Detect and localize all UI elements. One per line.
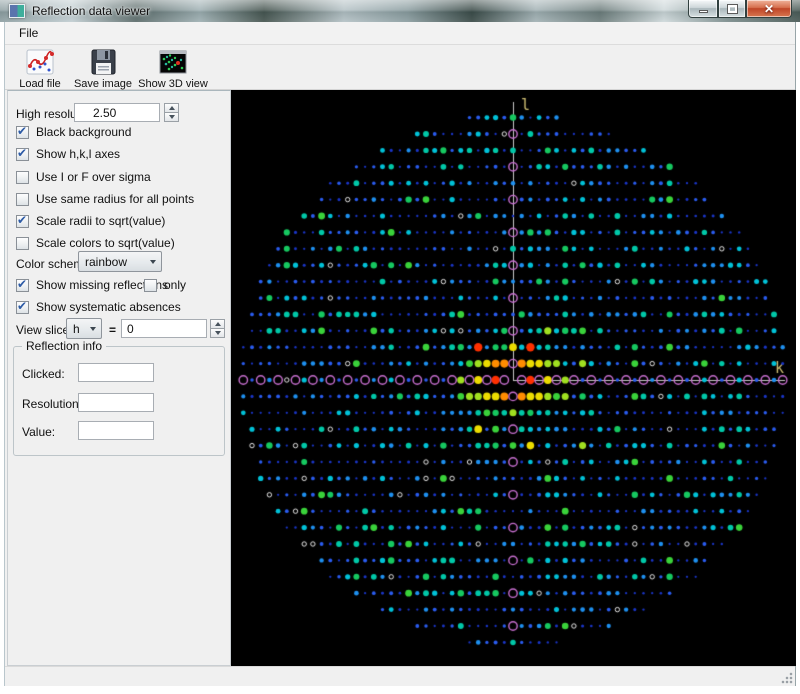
black-background-checkbox[interactable] <box>16 124 29 139</box>
show-3d-view-button[interactable]: Show 3D view <box>137 46 209 90</box>
i-over-sigma-checkbox[interactable] <box>16 170 29 184</box>
save-image-icon <box>91 49 116 75</box>
spinner-down-icon[interactable] <box>210 329 225 338</box>
color-scheme-select[interactable]: rainbow <box>78 251 162 272</box>
spinner-down-icon[interactable] <box>164 113 179 122</box>
menu-item-file[interactable]: File <box>19 26 39 40</box>
close-icon: ✕ <box>763 1 775 16</box>
color-scheme-value: rainbow <box>85 254 128 269</box>
maximize-button[interactable] <box>718 0 746 18</box>
scale-radii-label: Scale radii to sqrt(value) <box>36 214 166 228</box>
load-file-label: Load file <box>19 78 61 90</box>
chevron-down-icon <box>150 260 156 264</box>
spinner-up-icon[interactable] <box>164 103 179 113</box>
view-slice-axis-value: h <box>73 321 80 336</box>
black-background-label: Black background <box>36 125 132 139</box>
checkbox-show-hkl-axes[interactable]: Show h,k,l axes <box>16 146 120 162</box>
toolbar: Load file Save image <box>5 45 795 90</box>
value-input[interactable] <box>78 421 154 440</box>
menu-bar: File <box>5 22 795 45</box>
app-icon <box>9 4 25 18</box>
window-title: Reflection data viewer <box>32 4 151 18</box>
missing-only-label: only <box>164 278 187 292</box>
show-hkl-axes-label: Show h,k,l axes <box>36 147 121 161</box>
show-absences-checkbox[interactable] <box>16 299 29 314</box>
equals-label: = <box>109 323 117 337</box>
spinner-up-icon[interactable] <box>210 319 225 329</box>
checkbox-scale-radii[interactable]: Scale radii to sqrt(value) <box>16 213 165 229</box>
minimize-button[interactable] <box>688 0 718 18</box>
reflection-info-title: Reflection info <box>22 339 107 353</box>
checkbox-scale-colors[interactable]: Scale colors to sqrt(value) <box>16 235 175 251</box>
chevron-down-icon <box>90 327 96 331</box>
scale-colors-checkbox[interactable] <box>16 236 29 250</box>
same-radius-label: Use same radius for all points <box>36 192 195 206</box>
i-over-sigma-label: Use I or F over sigma <box>36 170 151 184</box>
close-button[interactable]: ✕ <box>746 0 792 18</box>
control-panel: High resolution: Black background Show h… <box>7 90 231 666</box>
high-resolution-input[interactable] <box>74 103 160 122</box>
load-file-button[interactable]: Load file <box>11 46 69 90</box>
view-slice-axis-select[interactable]: h <box>66 318 102 339</box>
save-image-label: Save image <box>73 78 133 90</box>
show-3d-view-icon <box>159 50 187 74</box>
checkbox-show-missing[interactable]: Show missing reflections <box>16 277 168 293</box>
reflection-plot-canvas[interactable] <box>231 90 796 666</box>
show-missing-label: Show missing reflections <box>36 278 169 292</box>
view-slice-label: View slice: <box>16 323 73 337</box>
value-label: Value: <box>22 425 56 439</box>
maximize-icon <box>726 3 738 14</box>
status-bar <box>5 666 795 686</box>
minimize-icon <box>698 10 708 13</box>
resize-grip[interactable] <box>781 672 793 684</box>
checkbox-missing-only[interactable]: only <box>144 277 186 293</box>
resolution-label: Resolution: <box>22 397 83 411</box>
color-scheme-label: Color scheme: <box>16 257 94 271</box>
checkbox-same-radius[interactable]: Use same radius for all points <box>16 191 194 207</box>
show-missing-checkbox[interactable] <box>16 277 29 292</box>
reflection-info-group: Reflection info Clicked: Resolution: Val… <box>13 339 225 456</box>
resolution-input[interactable] <box>78 393 154 412</box>
show-absences-label: Show systematic absences <box>36 300 181 314</box>
load-file-icon <box>26 49 54 75</box>
view-slice-spinner[interactable] <box>210 319 225 338</box>
same-radius-checkbox[interactable] <box>16 192 29 206</box>
high-resolution-spinner[interactable] <box>164 103 179 122</box>
missing-only-checkbox[interactable] <box>144 278 157 292</box>
client-area: File Load file <box>4 22 796 686</box>
reflection-plot <box>231 90 796 666</box>
clicked-label: Clicked: <box>22 367 65 381</box>
show-hkl-axes-checkbox[interactable] <box>16 146 29 161</box>
checkbox-black-background[interactable]: Black background <box>16 124 131 140</box>
checkbox-show-absences[interactable]: Show systematic absences <box>16 299 181 315</box>
show-3d-view-label: Show 3D view <box>138 78 208 90</box>
window-titlebar[interactable]: Reflection data viewer ✕ <box>0 0 800 22</box>
view-slice-value-input[interactable] <box>121 319 207 338</box>
clicked-input[interactable] <box>78 363 154 382</box>
save-image-button[interactable]: Save image <box>71 46 135 90</box>
checkbox-i-over-sigma[interactable]: Use I or F over sigma <box>16 169 151 185</box>
scale-radii-checkbox[interactable] <box>16 213 29 228</box>
scale-colors-label: Scale colors to sqrt(value) <box>36 236 175 250</box>
